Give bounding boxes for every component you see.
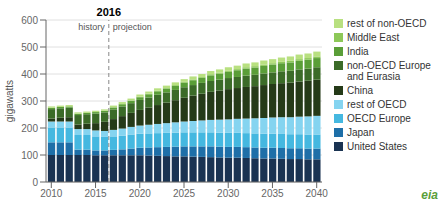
svg-text:200: 200 (21, 123, 38, 134)
svg-text:100: 100 (21, 150, 38, 161)
svg-text:300: 300 (21, 96, 38, 107)
html-text:OECD Europe: OECD Europe (347, 113, 411, 124)
html-text:and Eurasia: and Eurasia (347, 71, 401, 82)
svg-text:2025: 2025 (173, 188, 196, 199)
svg-text:history: history (78, 22, 105, 32)
svg-text:projection: projection (113, 22, 152, 32)
svg-text:2015: 2015 (84, 188, 107, 199)
svg-text:2016: 2016 (97, 6, 121, 18)
html-text:China: China (347, 85, 374, 96)
svg-text:0: 0 (32, 177, 38, 188)
html-text:rest of OECD: rest of OECD (347, 99, 407, 110)
html-text:rest of non-OECD: rest of non-OECD (347, 18, 427, 29)
html-text:India: India (347, 46, 369, 57)
svg-text:2035: 2035 (261, 188, 284, 199)
svg-text:2010: 2010 (40, 188, 63, 199)
svg-text:2030: 2030 (217, 188, 240, 199)
svg-text:600: 600 (21, 15, 38, 26)
svg-text:gigawatts: gigawatts (8, 80, 15, 122)
html-text:Japan: Japan (347, 127, 375, 138)
html-text:non-OECD Europe: non-OECD Europe (347, 60, 431, 71)
html-text:Middle East: Middle East (347, 32, 400, 43)
html-text:eia: eia (421, 188, 438, 202)
svg-text:2020: 2020 (129, 188, 152, 199)
html-text:United States: United States (347, 141, 407, 152)
svg-text:2040: 2040 (306, 188, 329, 199)
svg-text:500: 500 (21, 42, 38, 53)
svg-text:400: 400 (21, 69, 38, 80)
